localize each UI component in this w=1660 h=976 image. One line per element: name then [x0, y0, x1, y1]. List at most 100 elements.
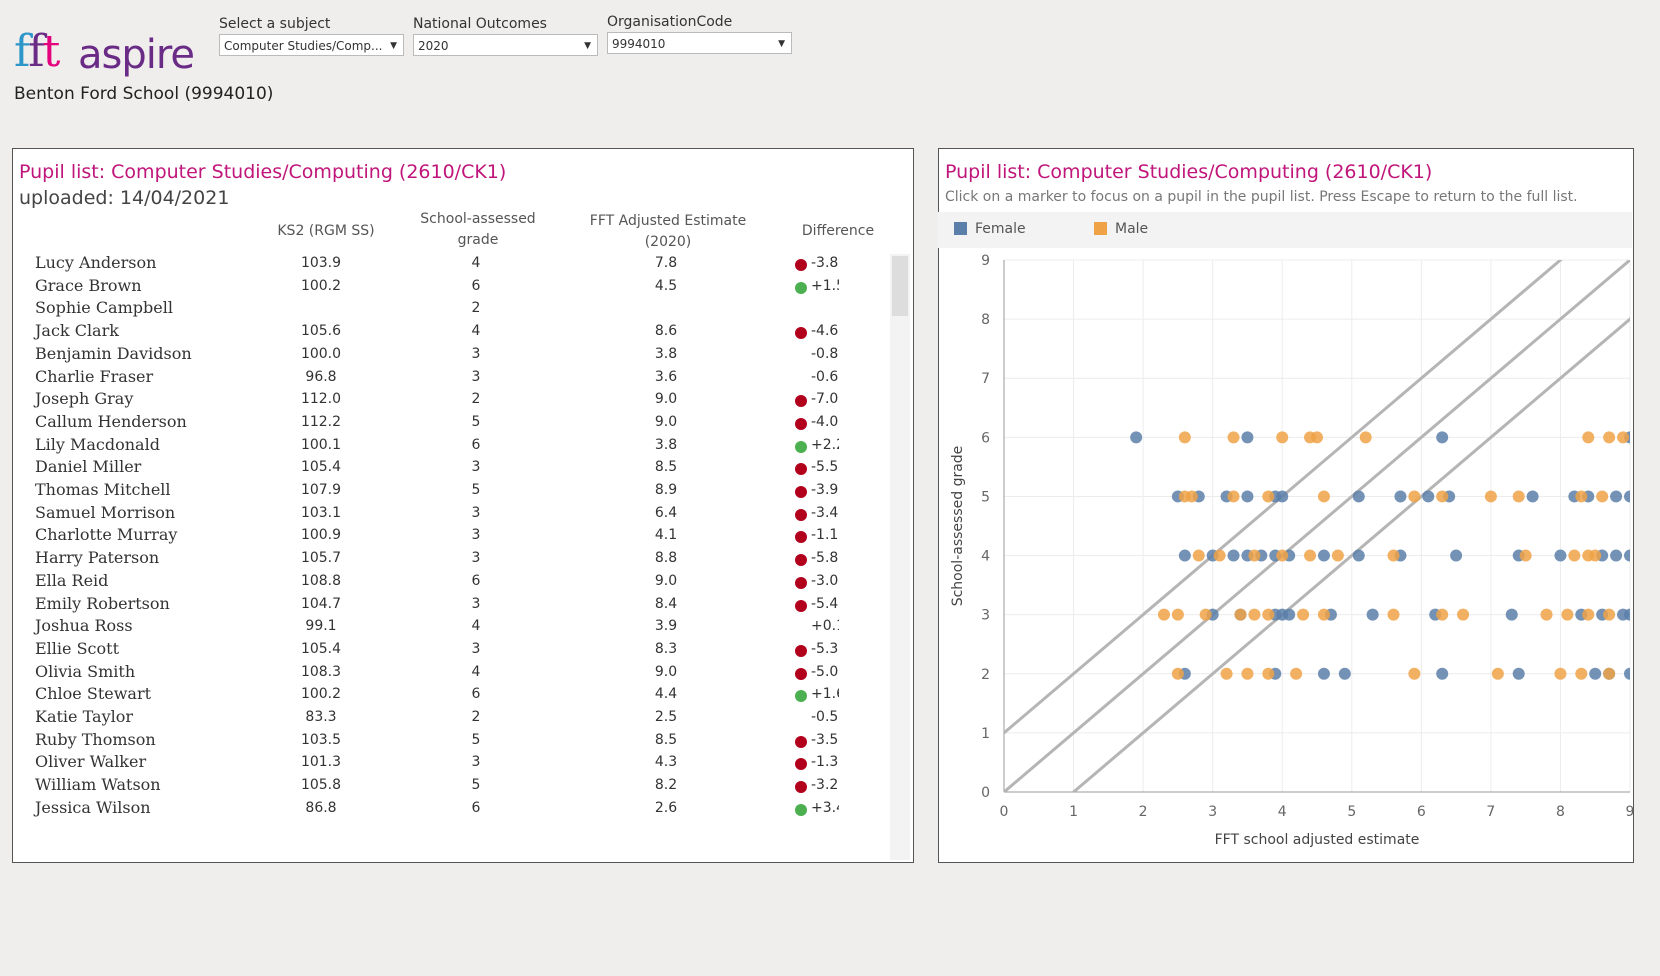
- legend-female[interactable]: Female: [954, 221, 1026, 237]
- data-point-male[interactable]: [1290, 667, 1303, 680]
- national-outcomes-select[interactable]: 2020 ▼: [413, 34, 598, 56]
- table-row[interactable]: Ellie Scott 105.4 3 8.3 -5.3: [21, 639, 839, 661]
- table-row[interactable]: Chloe Stewart 100.2 6 4.4 +1.6: [21, 684, 839, 706]
- data-point-male[interactable]: [1331, 549, 1344, 562]
- data-point-male[interactable]: [1276, 549, 1289, 562]
- data-point-female[interactable]: [1317, 667, 1330, 680]
- data-point-male[interactable]: [1436, 490, 1449, 503]
- data-point-male[interactable]: [1171, 667, 1184, 680]
- data-point-male[interactable]: [1262, 490, 1275, 503]
- data-point-female[interactable]: [1526, 490, 1539, 503]
- table-row[interactable]: Joshua Ross 99.1 4 3.9 +0.1: [21, 616, 839, 638]
- data-point-male[interactable]: [1436, 608, 1449, 621]
- data-point-male[interactable]: [1603, 431, 1616, 444]
- data-point-male[interactable]: [1192, 549, 1205, 562]
- table-row[interactable]: Samuel Morrison 103.1 3 6.4 -3.4: [21, 503, 839, 525]
- data-point-female[interactable]: [1610, 490, 1623, 503]
- data-point-male[interactable]: [1276, 431, 1289, 444]
- table-row[interactable]: James Young: [21, 821, 839, 824]
- subject-select[interactable]: Computer Studies/Comp... ▼: [219, 34, 404, 56]
- data-point-male[interactable]: [1248, 608, 1261, 621]
- data-point-male[interactable]: [1387, 549, 1400, 562]
- data-point-male[interactable]: [1171, 608, 1184, 621]
- data-point-female[interactable]: [1610, 549, 1623, 562]
- data-point-male[interactable]: [1603, 667, 1616, 680]
- data-point-female[interactable]: [1352, 490, 1365, 503]
- data-point-male[interactable]: [1213, 549, 1226, 562]
- data-point-female[interactable]: [1505, 608, 1518, 621]
- table-row[interactable]: Jack Clark 105.6 4 8.6 -4.6: [21, 321, 839, 343]
- table-row[interactable]: Sophie Campbell 2: [21, 298, 839, 320]
- table-row[interactable]: Katie Taylor 83.3 2 2.5 -0.5: [21, 707, 839, 729]
- data-point-male[interactable]: [1408, 490, 1421, 503]
- table-row[interactable]: Callum Henderson 112.2 5 9.0 -4.0: [21, 412, 839, 434]
- table-row[interactable]: Lucy Anderson 103.9 4 7.8 -3.8: [21, 253, 839, 275]
- table-row[interactable]: Daniel Miller 105.4 3 8.5 -5.5: [21, 457, 839, 479]
- data-point-male[interactable]: [1185, 490, 1198, 503]
- data-point-male[interactable]: [1234, 608, 1247, 621]
- data-point-male[interactable]: [1408, 667, 1421, 680]
- table-row[interactable]: Charlotte Murray 100.9 3 4.1 -1.1: [21, 525, 839, 547]
- data-point-male[interactable]: [1311, 431, 1323, 444]
- data-point-female[interactable]: [1178, 549, 1191, 562]
- data-point-male[interactable]: [1248, 549, 1261, 562]
- data-point-male[interactable]: [1387, 608, 1400, 621]
- data-point-female[interactable]: [1366, 608, 1379, 621]
- data-point-female[interactable]: [1624, 608, 1634, 621]
- data-point-female[interactable]: [1624, 667, 1634, 680]
- data-point-male[interactable]: [1575, 667, 1588, 680]
- data-point-male[interactable]: [1241, 667, 1254, 680]
- col-header-difference[interactable]: Difference: [801, 223, 875, 239]
- data-point-male[interactable]: [1178, 431, 1191, 444]
- data-point-female[interactable]: [1338, 667, 1351, 680]
- data-point-male[interactable]: [1540, 608, 1553, 621]
- data-point-male[interactable]: [1317, 608, 1330, 621]
- table-row[interactable]: Jessica Wilson 86.8 6 2.6 +3.4: [21, 798, 839, 820]
- pupil-list-scroll-thumb[interactable]: [892, 256, 908, 316]
- table-row[interactable]: Ruby Thomson 103.5 5 8.5 -3.5: [21, 730, 839, 752]
- data-point-male[interactable]: [1491, 667, 1504, 680]
- data-point-male[interactable]: [1199, 608, 1212, 621]
- table-row[interactable]: Ella Reid 108.8 6 9.0 -3.0: [21, 571, 839, 593]
- data-point-female[interactable]: [1624, 549, 1634, 562]
- data-point-female[interactable]: [1276, 490, 1289, 503]
- data-point-male[interactable]: [1575, 490, 1588, 503]
- data-point-female[interactable]: [1624, 490, 1634, 503]
- legend-male[interactable]: Male: [1094, 221, 1148, 237]
- data-point-female[interactable]: [1554, 549, 1567, 562]
- data-point-female[interactable]: [1241, 431, 1254, 444]
- data-point-male[interactable]: [1512, 490, 1525, 503]
- data-point-male[interactable]: [1582, 431, 1595, 444]
- table-row[interactable]: Harry Paterson 105.7 3 8.8 -5.8: [21, 548, 839, 570]
- data-point-male[interactable]: [1603, 608, 1616, 621]
- data-point-male[interactable]: [1262, 608, 1275, 621]
- data-point-male[interactable]: [1262, 667, 1275, 680]
- data-point-male[interactable]: [1227, 431, 1240, 444]
- data-point-male[interactable]: [1589, 549, 1602, 562]
- data-point-female[interactable]: [1450, 549, 1463, 562]
- data-point-male[interactable]: [1157, 608, 1170, 621]
- data-point-male[interactable]: [1582, 608, 1595, 621]
- table-row[interactable]: Joseph Gray 112.0 2 9.0 -7.0: [21, 389, 839, 411]
- data-point-female[interactable]: [1283, 608, 1296, 621]
- data-point-female[interactable]: [1352, 549, 1365, 562]
- data-point-male[interactable]: [1561, 608, 1574, 621]
- data-point-female[interactable]: [1317, 549, 1330, 562]
- data-point-male[interactable]: [1227, 490, 1240, 503]
- table-row[interactable]: Emily Robertson 104.7 3 8.4 -5.4: [21, 594, 839, 616]
- data-point-female[interactable]: [1436, 431, 1449, 444]
- table-row[interactable]: Lily Macdonald 100.1 6 3.8 +2.2: [21, 435, 839, 457]
- data-point-male[interactable]: [1568, 549, 1581, 562]
- table-row[interactable]: Thomas Mitchell 107.9 5 8.9 -3.9: [21, 480, 839, 502]
- data-point-female[interactable]: [1422, 490, 1435, 503]
- data-point-male[interactable]: [1484, 490, 1497, 503]
- data-point-male[interactable]: [1317, 490, 1330, 503]
- data-point-male[interactable]: [1596, 490, 1609, 503]
- data-point-male[interactable]: [1359, 431, 1372, 444]
- data-point-male[interactable]: [1519, 549, 1532, 562]
- table-row[interactable]: Olivia Smith 108.3 4 9.0 -5.0: [21, 662, 839, 684]
- data-point-female[interactable]: [1241, 490, 1254, 503]
- pupil-list-scrollbar[interactable]: [890, 254, 910, 860]
- organisation-code-select[interactable]: 9994010 ▼: [607, 32, 792, 54]
- data-point-female[interactable]: [1394, 490, 1407, 503]
